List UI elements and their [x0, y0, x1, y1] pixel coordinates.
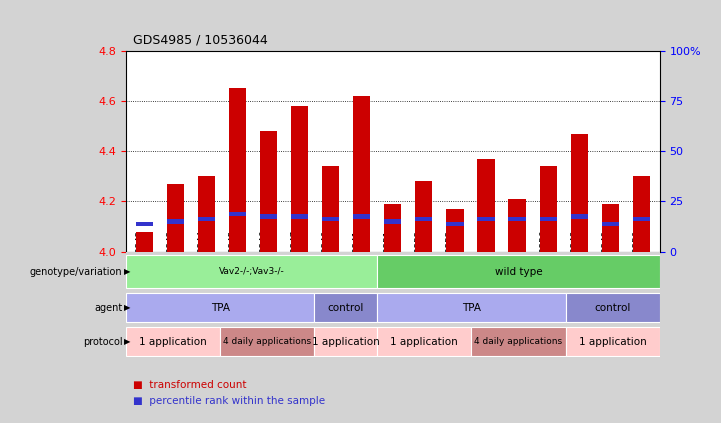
- Text: 1 application: 1 application: [579, 337, 647, 346]
- Text: Vav2-/-;Vav3-/-: Vav2-/-;Vav3-/-: [219, 267, 285, 276]
- Bar: [221, 327, 314, 356]
- Bar: [260, 131, 278, 252]
- Bar: [508, 199, 526, 252]
- Bar: [632, 217, 650, 221]
- Text: ▶: ▶: [124, 303, 131, 312]
- Bar: [260, 214, 278, 219]
- Bar: [570, 134, 588, 252]
- Bar: [632, 176, 650, 252]
- Bar: [601, 204, 619, 252]
- Bar: [415, 181, 433, 252]
- Bar: [167, 184, 185, 252]
- Text: ■  percentile rank within the sample: ■ percentile rank within the sample: [133, 396, 325, 406]
- Bar: [136, 222, 154, 226]
- Bar: [322, 166, 340, 252]
- Bar: [198, 217, 216, 221]
- Bar: [291, 214, 309, 219]
- Bar: [565, 293, 660, 322]
- Bar: [136, 231, 154, 252]
- Bar: [353, 214, 371, 219]
- Bar: [477, 217, 495, 221]
- Bar: [539, 166, 557, 252]
- Bar: [539, 217, 557, 221]
- Bar: [601, 222, 619, 226]
- Bar: [508, 217, 526, 221]
- Bar: [384, 219, 402, 224]
- Bar: [229, 212, 247, 216]
- Bar: [415, 217, 433, 221]
- Text: 1 application: 1 application: [391, 337, 459, 346]
- Text: ▶: ▶: [124, 337, 131, 346]
- Text: agent: agent: [94, 303, 123, 313]
- Bar: [377, 293, 565, 322]
- Text: wild type: wild type: [495, 267, 542, 277]
- Text: genotype/variation: genotype/variation: [30, 267, 123, 277]
- Bar: [229, 88, 247, 252]
- Bar: [353, 96, 371, 252]
- Text: control: control: [594, 303, 631, 313]
- Text: ■  transformed count: ■ transformed count: [133, 380, 247, 390]
- Bar: [384, 204, 402, 252]
- Text: TPA: TPA: [211, 303, 230, 313]
- Bar: [565, 327, 660, 356]
- Text: 4 daily applications: 4 daily applications: [474, 337, 562, 346]
- Bar: [314, 327, 377, 356]
- Text: 1 application: 1 application: [139, 337, 207, 346]
- Bar: [126, 255, 377, 288]
- Text: ▶: ▶: [124, 267, 131, 276]
- Bar: [314, 293, 377, 322]
- Text: 1 application: 1 application: [312, 337, 380, 346]
- Text: control: control: [327, 303, 364, 313]
- Text: GDS4985 / 10536044: GDS4985 / 10536044: [133, 33, 268, 47]
- Bar: [198, 176, 216, 252]
- Bar: [477, 159, 495, 252]
- Bar: [126, 293, 314, 322]
- Bar: [167, 219, 185, 224]
- Bar: [570, 214, 588, 219]
- Bar: [472, 327, 565, 356]
- Bar: [377, 255, 660, 288]
- Bar: [126, 327, 221, 356]
- Bar: [377, 327, 472, 356]
- Bar: [446, 209, 464, 252]
- Text: protocol: protocol: [83, 337, 123, 346]
- Bar: [322, 217, 340, 221]
- Bar: [291, 106, 309, 252]
- Bar: [446, 222, 464, 226]
- Text: TPA: TPA: [462, 303, 481, 313]
- Text: 4 daily applications: 4 daily applications: [224, 337, 311, 346]
